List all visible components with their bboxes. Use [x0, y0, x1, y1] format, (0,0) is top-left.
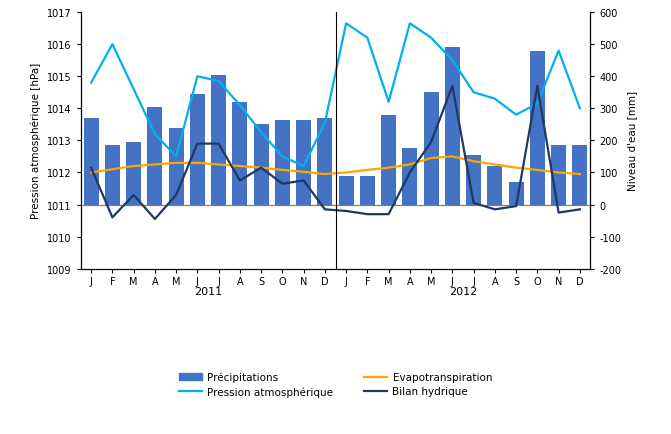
Bar: [423, 93, 439, 205]
Bar: [381, 115, 396, 205]
Y-axis label: Niveau d'eau [mm]: Niveau d'eau [mm]: [627, 91, 637, 191]
Bar: [105, 146, 120, 205]
Bar: [487, 167, 503, 205]
Bar: [317, 118, 332, 205]
Bar: [232, 103, 248, 205]
Bar: [403, 149, 417, 205]
Bar: [168, 128, 184, 205]
Bar: [190, 95, 205, 205]
Bar: [509, 183, 523, 205]
Bar: [84, 118, 99, 205]
Legend: Précipitations, Pression atmosphérique, Evapotranspiration, Bilan hydrique: Précipitations, Pression atmosphérique, …: [179, 372, 492, 397]
Bar: [148, 108, 162, 205]
Text: 2011: 2011: [194, 287, 222, 297]
Text: 2012: 2012: [449, 287, 477, 297]
Bar: [572, 146, 587, 205]
Bar: [275, 120, 290, 205]
Bar: [296, 120, 311, 205]
Bar: [466, 155, 481, 205]
Bar: [551, 146, 566, 205]
Y-axis label: Pression atmosphérique [hPa]: Pression atmosphérique [hPa]: [31, 63, 42, 219]
Bar: [530, 52, 545, 205]
Bar: [360, 176, 375, 205]
Bar: [339, 176, 354, 205]
Bar: [211, 76, 226, 205]
Bar: [445, 48, 460, 205]
Bar: [254, 125, 268, 205]
Bar: [126, 143, 141, 205]
